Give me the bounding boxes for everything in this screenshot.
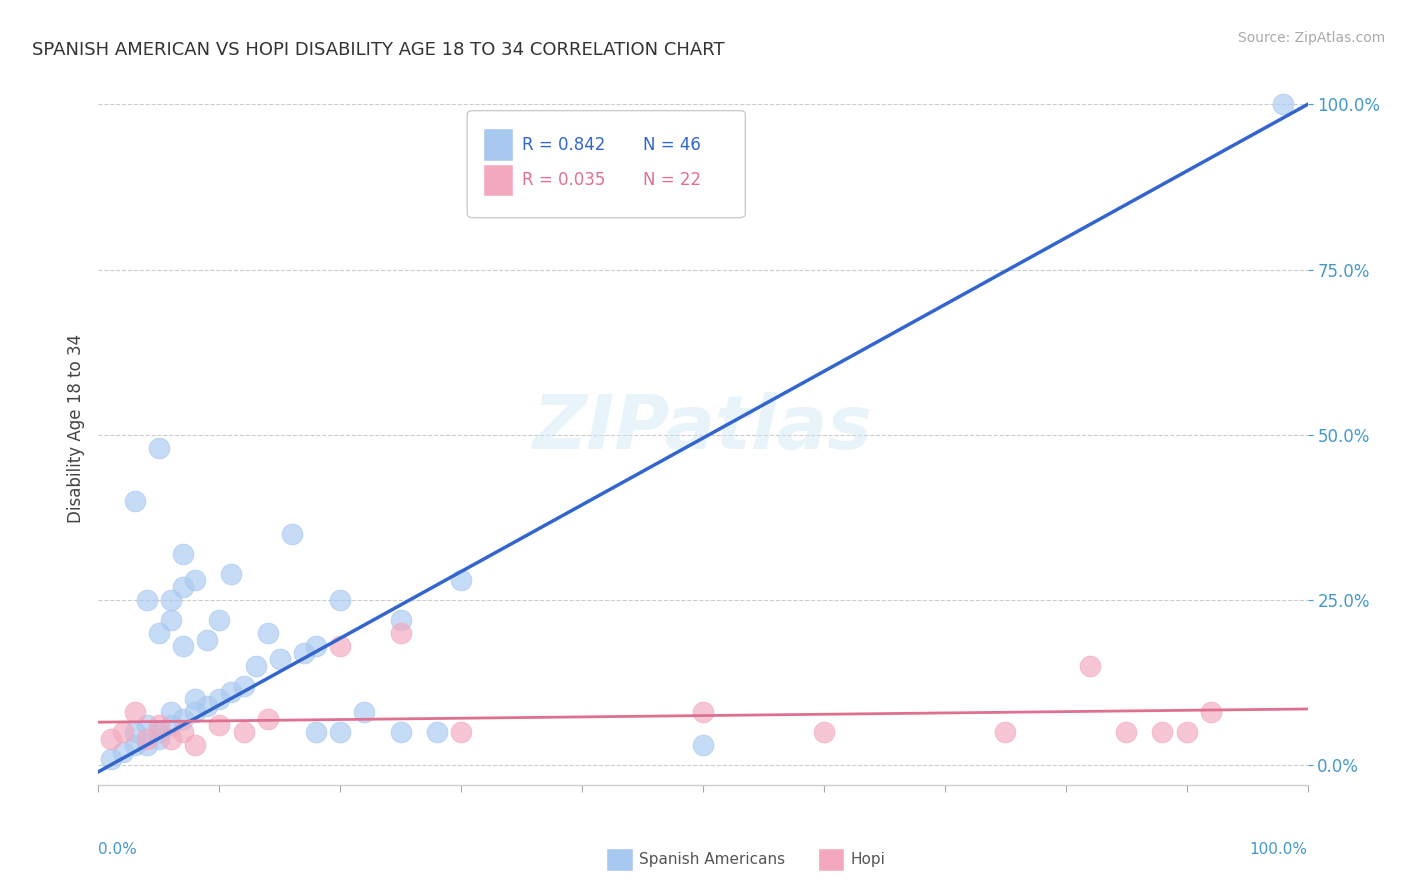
Point	[124, 739, 146, 753]
Point	[305, 725, 328, 739]
Point	[389, 725, 412, 739]
Y-axis label: Disability Age 18 to 34: Disability Age 18 to 34	[66, 334, 84, 523]
Point	[160, 613, 183, 627]
Point	[292, 646, 315, 660]
Text: R = 0.842: R = 0.842	[522, 136, 605, 153]
Point	[148, 731, 170, 746]
Point	[208, 613, 231, 627]
Text: N = 22: N = 22	[643, 171, 700, 189]
Bar	[818, 847, 845, 871]
Point	[124, 493, 146, 508]
Point	[232, 725, 254, 739]
Point	[692, 706, 714, 720]
FancyBboxPatch shape	[467, 111, 745, 218]
Point	[124, 706, 146, 720]
Text: N = 46: N = 46	[643, 136, 700, 153]
Point	[221, 685, 243, 699]
Point	[329, 593, 352, 607]
Point	[148, 441, 170, 455]
Point	[389, 626, 412, 640]
Point	[172, 580, 194, 594]
Text: R = 0.035: R = 0.035	[522, 171, 605, 189]
Point	[160, 731, 183, 746]
Point	[1078, 659, 1101, 673]
Point	[148, 725, 170, 739]
Point	[148, 718, 170, 732]
Point	[389, 613, 412, 627]
Point	[305, 639, 328, 653]
Text: 100.0%: 100.0%	[1250, 842, 1308, 857]
Point	[148, 626, 170, 640]
Point	[111, 725, 134, 739]
Point	[172, 547, 194, 561]
Point	[1175, 725, 1198, 739]
Point	[1272, 97, 1295, 112]
Point	[135, 731, 157, 746]
Text: ZIPatlas: ZIPatlas	[533, 392, 873, 465]
Bar	[482, 164, 513, 196]
Point	[353, 706, 375, 720]
Point	[172, 725, 194, 739]
Text: Hopi: Hopi	[851, 852, 886, 867]
Point	[111, 745, 134, 759]
Point	[232, 679, 254, 693]
Point	[184, 573, 207, 587]
Point	[124, 725, 146, 739]
Point	[160, 593, 183, 607]
Bar	[482, 128, 513, 161]
Point	[135, 718, 157, 732]
Point	[1115, 725, 1137, 739]
Point	[1199, 706, 1222, 720]
Point	[160, 706, 183, 720]
Point	[184, 706, 207, 720]
Point	[281, 527, 304, 541]
Point	[135, 739, 157, 753]
Point	[195, 698, 218, 713]
Point	[100, 751, 122, 765]
Text: 0.0%: 0.0%	[98, 842, 138, 857]
Point	[994, 725, 1017, 739]
Point	[208, 718, 231, 732]
Point	[208, 692, 231, 706]
Point	[269, 652, 291, 666]
Point	[813, 725, 835, 739]
Point	[426, 725, 449, 739]
Point	[692, 739, 714, 753]
Point	[245, 659, 267, 673]
Point	[329, 639, 352, 653]
Point	[1152, 725, 1174, 739]
Text: SPANISH AMERICAN VS HOPI DISABILITY AGE 18 TO 34 CORRELATION CHART: SPANISH AMERICAN VS HOPI DISABILITY AGE …	[32, 41, 724, 59]
Point	[221, 566, 243, 581]
Text: Source: ZipAtlas.com: Source: ZipAtlas.com	[1237, 31, 1385, 45]
Point	[329, 725, 352, 739]
Point	[100, 731, 122, 746]
Point	[184, 739, 207, 753]
Point	[256, 626, 278, 640]
Point	[450, 573, 472, 587]
Point	[256, 712, 278, 726]
Point	[172, 712, 194, 726]
Point	[172, 639, 194, 653]
Point	[135, 593, 157, 607]
Point	[450, 725, 472, 739]
Point	[160, 718, 183, 732]
Point	[195, 632, 218, 647]
Bar	[606, 847, 633, 871]
Text: Spanish Americans: Spanish Americans	[638, 852, 785, 867]
Point	[184, 692, 207, 706]
